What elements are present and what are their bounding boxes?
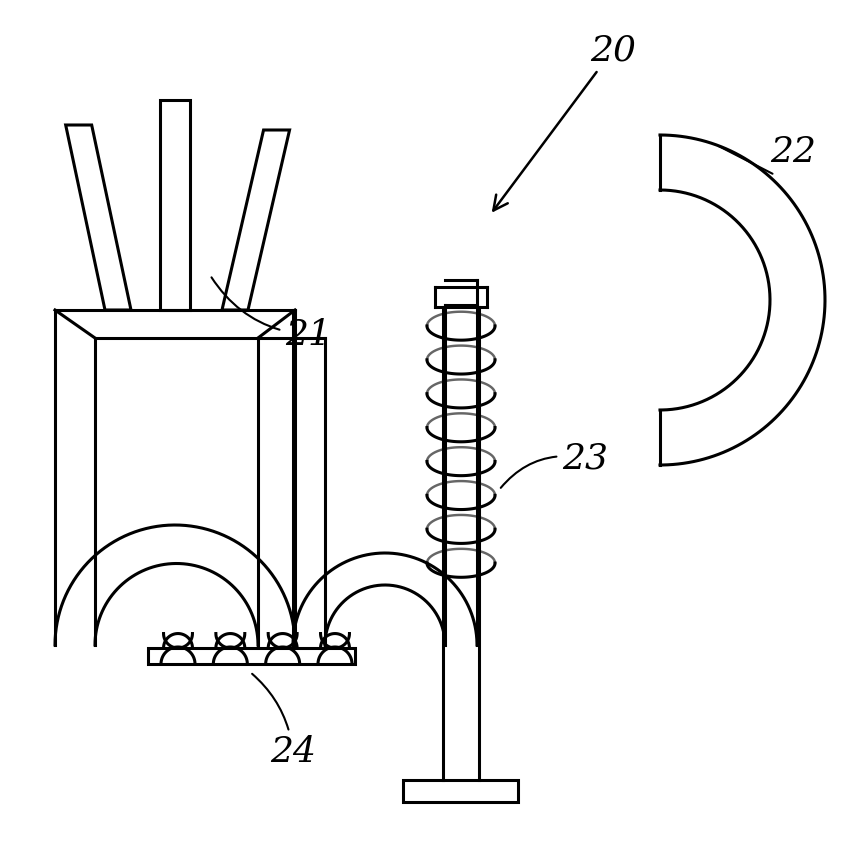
Text: 21: 21 [211,277,331,352]
Bar [148,648,354,664]
Text: 22: 22 [769,135,815,169]
Text: 24: 24 [252,674,315,769]
Text: 20: 20 [492,33,636,211]
Bar [403,780,518,802]
Text: 23: 23 [500,441,607,488]
